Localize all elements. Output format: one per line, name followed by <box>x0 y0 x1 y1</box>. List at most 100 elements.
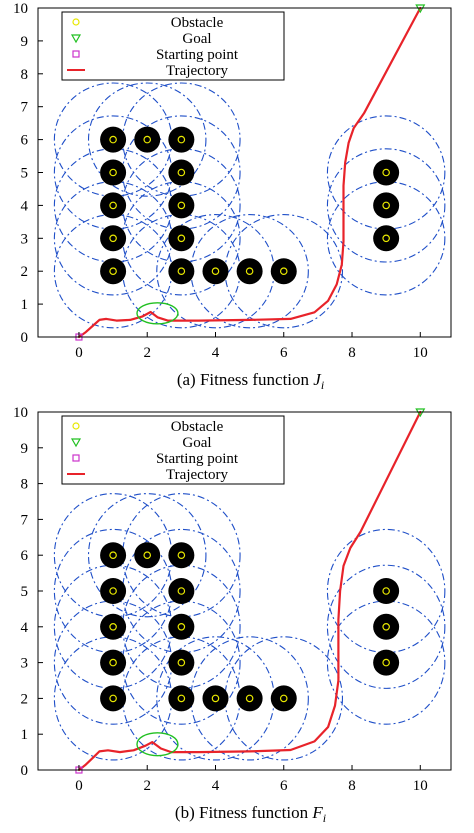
legend-box <box>61 11 285 81</box>
y-tick-label-6: 6 <box>21 548 29 564</box>
chart-panel-a: 0 1 2 3 4 5 6 7 8 9 10 0 2 4 6 8 10 ObstacleGoalStarting … <box>13 1 452 392</box>
y-tick-label-0: 0 <box>21 763 29 779</box>
x-tick-label-1: 2 <box>143 345 151 361</box>
obstacle-center-4 <box>177 168 186 177</box>
x-tick-label-0: 0 <box>75 778 83 794</box>
y-tick-label-8: 8 <box>21 477 29 493</box>
y-tick-label-5: 5 <box>21 584 29 600</box>
obstacle-center-14 <box>382 587 390 595</box>
y-tick-label-10: 10 <box>13 405 28 421</box>
y-tick-label-5: 5 <box>21 166 29 182</box>
y-tick-label-1: 1 <box>21 727 29 743</box>
y-tick-label-4: 4 <box>21 620 29 636</box>
obstacle-center-16 <box>382 234 390 243</box>
y-tick-label-2: 2 <box>21 691 29 707</box>
obstacle-center-9 <box>109 694 117 703</box>
safety-circle-1 <box>87 493 207 618</box>
y-tick-label-9: 9 <box>21 441 29 457</box>
obstacle-12 <box>236 685 263 712</box>
obstacles <box>100 126 400 285</box>
obstacle-center-2 <box>177 551 186 560</box>
obstacle-center-0 <box>109 551 117 560</box>
legend-marker-obstacle <box>72 18 80 26</box>
obstacle-center-10 <box>177 267 186 276</box>
obstacles <box>100 542 400 712</box>
legend-marker-start <box>72 50 80 58</box>
obstacle-center-2 <box>177 135 186 144</box>
obstacle-10 <box>168 685 195 712</box>
safety-circle-16 <box>326 600 446 725</box>
obstacle-center-3 <box>109 587 117 595</box>
obstacle-center-6 <box>177 622 186 631</box>
obstacle-5 <box>100 192 127 219</box>
obstacle-16 <box>373 649 400 676</box>
legend-marker-obstacle <box>72 422 80 430</box>
obstacle-8 <box>168 649 195 676</box>
obstacle-16 <box>373 225 400 252</box>
legend-label-1: Goal <box>182 435 211 451</box>
obstacle-center-0 <box>109 135 117 144</box>
obstacle-center-3 <box>109 168 117 177</box>
y-tick-label-10: 10 <box>13 1 28 17</box>
y-tick-label-3: 3 <box>21 656 29 672</box>
x-tick-label-5: 10 <box>413 345 428 361</box>
obstacle-7 <box>100 649 127 676</box>
obstacle-center-5 <box>109 622 117 631</box>
obstacle-1 <box>134 126 161 153</box>
legend-label-0: Obstacle <box>171 15 224 31</box>
safety-circle-8 <box>122 600 241 725</box>
legend-label-2: Starting point <box>156 47 239 63</box>
legend-marker-start <box>72 454 80 462</box>
safety-circle-15 <box>326 148 446 263</box>
obstacle-5 <box>100 613 127 640</box>
obstacle-0 <box>100 126 127 153</box>
y-tick-label-4: 4 <box>21 198 29 214</box>
obstacle-center-10 <box>177 694 186 703</box>
obstacle-2 <box>168 542 195 569</box>
obstacle-2 <box>168 126 195 153</box>
obstacle-center-9 <box>109 267 117 276</box>
obstacle-6 <box>168 192 195 219</box>
obstacle-center-1 <box>143 551 152 560</box>
legend-label-3: Trajectory <box>166 467 228 483</box>
obstacle-6 <box>168 613 195 640</box>
legend-marker-goal <box>70 34 82 44</box>
safety-circle-15 <box>326 564 446 689</box>
chart-panel-b: 0 1 2 3 4 5 6 7 8 9 10 0 2 4 6 8 10 ObstacleGoalStarting … <box>13 405 452 825</box>
obstacle-7 <box>100 225 127 252</box>
trajectory-line <box>77 6 422 339</box>
obstacle-center-6 <box>177 201 186 210</box>
x-tick-label-4: 8 <box>348 345 356 361</box>
y-tick-label-3: 3 <box>21 231 29 247</box>
y-tick-label-6: 6 <box>21 133 29 149</box>
y-tick-label-7: 7 <box>21 512 29 528</box>
obstacle-13 <box>270 258 297 285</box>
caption: (b) Fitness function Fi <box>175 803 326 825</box>
obstacle-12 <box>236 258 263 285</box>
obstacle-4 <box>168 578 195 604</box>
highlight-ellipse <box>136 732 179 757</box>
obstacle-center-15 <box>382 622 390 631</box>
legend-marker-goal <box>70 438 82 448</box>
legend-label-1: Goal <box>182 31 211 47</box>
obstacle-4 <box>168 159 195 186</box>
y-tick-label-9: 9 <box>21 34 29 50</box>
obstacle-3 <box>100 578 127 604</box>
obstacle-15 <box>373 192 400 219</box>
obstacle-14 <box>373 578 400 604</box>
obstacle-center-16 <box>382 658 390 667</box>
legend-label-0: Obstacle <box>171 419 224 435</box>
safety-circle-12 <box>190 636 309 761</box>
obstacle-center-1 <box>143 135 152 144</box>
obstacle-14 <box>373 159 400 186</box>
obstacle-13 <box>270 685 297 712</box>
safety-circle-13 <box>224 636 344 761</box>
caption-subscript: i <box>321 378 324 392</box>
obstacle-0 <box>100 542 127 569</box>
obstacle-center-7 <box>109 234 117 243</box>
x-tick-label-2: 4 <box>212 345 220 361</box>
x-tick-label-2: 4 <box>212 778 220 794</box>
obstacle-1 <box>134 542 161 569</box>
